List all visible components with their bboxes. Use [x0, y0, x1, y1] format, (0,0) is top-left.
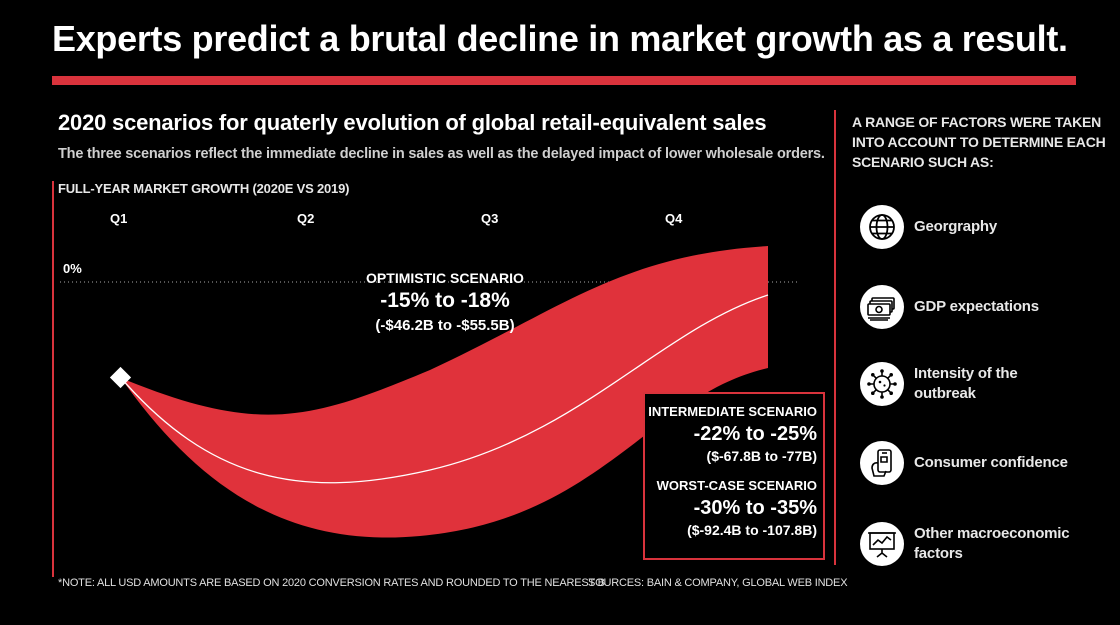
factor-item-consumer-confidence: Consumer confidence [860, 441, 1074, 485]
virus-icon [860, 362, 904, 406]
globe-icon [860, 205, 904, 249]
intermediate-scenario-usd: ($-67.8B to -77B) [706, 448, 817, 464]
worst-case-scenario-name: WORST-CASE SCENARIO [656, 478, 817, 493]
scenario-band [121, 246, 768, 538]
phone-hand-icon [860, 441, 904, 485]
optimistic-scenario: OPTIMISTIC SCENARIO -15% to -18% (-$46.2… [340, 270, 550, 334]
intermediate-scenario: INTERMEDIATE SCENARIO -22% to -25% ($-67… [645, 404, 823, 464]
chart-description: The three scenarios reflect the immediat… [58, 146, 825, 162]
quarter-label-q2: Q2 [297, 211, 315, 226]
factor-item-outbreak: Intensity of the outbreak [860, 362, 1074, 406]
worst-case-scenario-range: -30% to -35% [693, 497, 817, 519]
factors-heading: A RANGE OF FACTORS WERE TAKEN INTO ACCOU… [852, 114, 1106, 170]
quarter-label-q3: Q3 [481, 211, 499, 226]
quarter-label-q1: Q1 [110, 211, 128, 226]
sidebar-divider [834, 110, 836, 565]
factor-item-macroeconomic: Other macroeconomic factors [860, 522, 1074, 566]
zero-percent-label: 0% [63, 261, 82, 276]
page-title: Experts predict a brutal decline in mark… [52, 18, 1068, 59]
footnote: *NOTE: ALL USD AMOUNTS ARE BASED ON 2020… [58, 577, 605, 589]
scenario-callout-box: INTERMEDIATE SCENARIO -22% to -25% ($-67… [643, 392, 825, 560]
money-stack-icon [860, 285, 904, 329]
optimistic-scenario-name: OPTIMISTIC SCENARIO [366, 270, 524, 286]
factor-label-consumer-confidence: Consumer confidence [914, 454, 1068, 471]
presentation-icon [860, 522, 904, 566]
optimistic-scenario-range: -15% to -18% [380, 289, 510, 312]
chart-subtitle: 2020 scenarios for quaterly evolution of… [58, 110, 767, 135]
factor-item-geography: Georgraphy [860, 205, 1074, 249]
worst-case-scenario-usd: ($-92.4B to -107.8B) [687, 522, 817, 538]
factor-label-gdp: GDP expectations [914, 298, 1039, 315]
factor-label-geography: Georgraphy [914, 218, 998, 235]
factor-label-outbreak: Intensity of the outbreak [914, 365, 1018, 402]
intermediate-scenario-range: -22% to -25% [693, 423, 817, 445]
intermediate-scenario-name: INTERMEDIATE SCENARIO [648, 404, 817, 419]
title-divider [52, 76, 1076, 85]
axis-title: FULL-YEAR MARKET GROWTH (2020E VS 2019) [58, 181, 350, 196]
factor-label-macroeconomic: Other macroeconomic factors [914, 525, 1070, 562]
sources-note: SOURCES: BAIN & COMPANY, GLOBAL WEB INDE… [588, 577, 848, 589]
chart-left-rule [52, 181, 54, 577]
factor-item-gdp: GDP expectations [860, 285, 1074, 329]
quarter-label-q4: Q4 [665, 211, 683, 226]
intermediate-line [120, 294, 769, 484]
worst-case-scenario: WORST-CASE SCENARIO -30% to -35% ($-92.4… [645, 478, 823, 538]
optimistic-scenario-usd: (-$46.2B to -$55.5B) [375, 317, 515, 334]
